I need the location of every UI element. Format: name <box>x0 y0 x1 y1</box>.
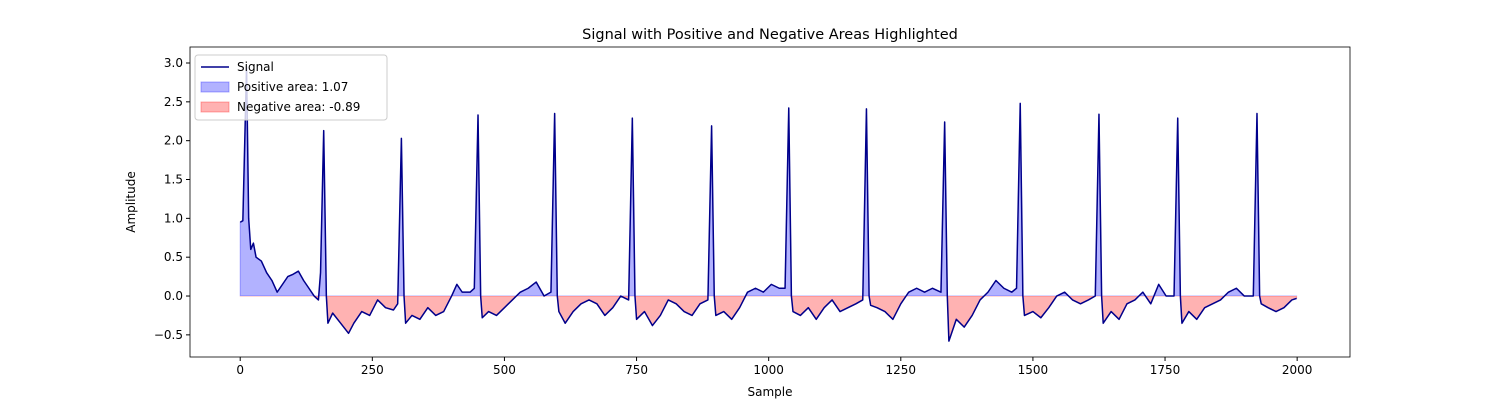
x-tick-label: 2000 <box>1282 363 1313 377</box>
y-tick-label: 2.0 <box>164 134 183 148</box>
plot-frame <box>189 46 1351 358</box>
y-tick-label: 2.5 <box>164 95 183 109</box>
legend-label: Positive area: 1.07 <box>237 80 348 94</box>
y-tick-label: 3.0 <box>164 56 183 70</box>
y-tick-label: 1.5 <box>164 173 183 187</box>
x-tick-label: 1750 <box>1150 363 1181 377</box>
legend-patch <box>200 101 230 113</box>
y-tick-label: 0.0 <box>164 289 183 303</box>
legend-patch <box>200 81 230 93</box>
y-tick-label: 1.0 <box>164 211 183 225</box>
chart-title: Signal with Positive and Negative Areas … <box>582 27 958 43</box>
y-tick-label: −0.5 <box>154 328 183 342</box>
x-axis-label: Sample <box>748 385 793 399</box>
x-tick-label: 500 <box>493 363 516 377</box>
area-positive <box>239 66 1298 297</box>
x-tick-label: 750 <box>625 363 648 377</box>
signal-line <box>239 66 1297 342</box>
x-tick-label: 250 <box>361 363 384 377</box>
legend-box <box>194 54 388 121</box>
x-tick-label: 1000 <box>753 363 784 377</box>
x-tick-label: 0 <box>236 363 244 377</box>
area-negative <box>239 296 1298 342</box>
x-tick-label: 1500 <box>1018 363 1049 377</box>
legend-label: Negative area: -0.89 <box>237 100 360 114</box>
x-tick-label: 1250 <box>886 363 917 377</box>
y-axis-label: Amplitude <box>124 171 138 233</box>
y-tick-label: 0.5 <box>164 250 183 264</box>
legend-label: Signal <box>237 60 274 74</box>
